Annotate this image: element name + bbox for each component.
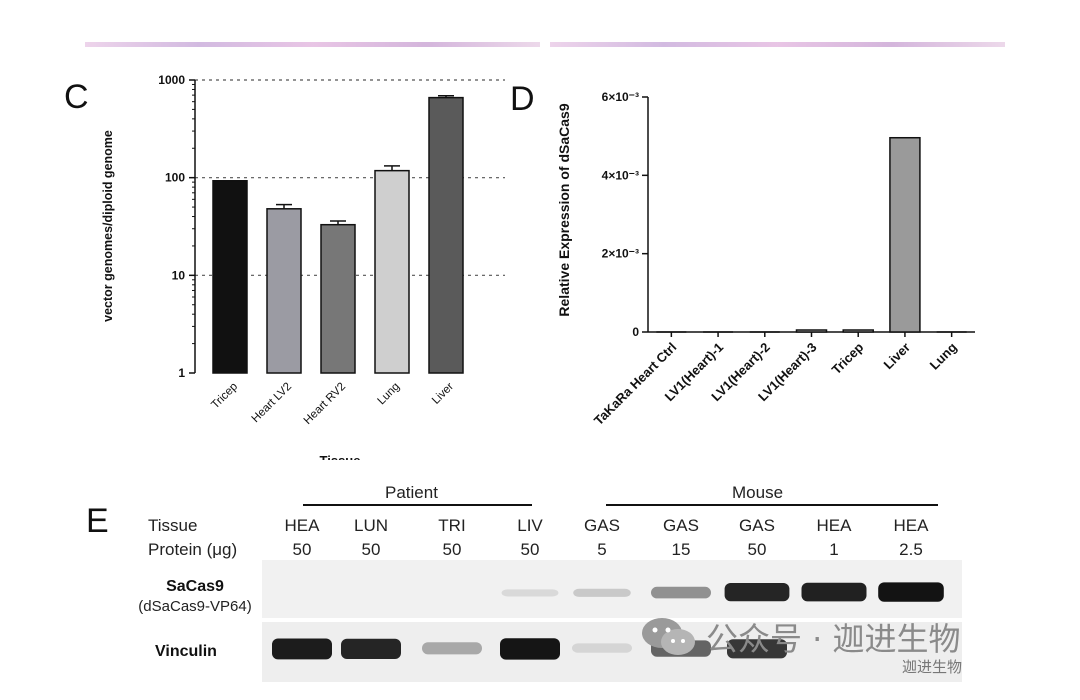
bar-heart-rv2 xyxy=(320,223,356,374)
y-axis-label: Relative Expression of dSaCas9 xyxy=(556,103,572,316)
lane-protein-label: 50 xyxy=(361,540,381,559)
x-tick-label: Heart LV2 xyxy=(250,381,295,426)
group-label-mouse: Mouse xyxy=(732,483,784,502)
band-label-vinculin: Vinculin xyxy=(155,643,217,660)
band-vinculin xyxy=(272,638,332,660)
x-tick-label: Heart RV2 xyxy=(302,381,348,427)
bar-lv1-heart-3 xyxy=(795,329,828,333)
chart-d-relative-expression: 0 2×10⁻³ 4×10⁻³ 6×10⁻³ Relative Expression o… xyxy=(556,90,975,429)
watermark-text: 公众号 · 迦进生物 xyxy=(706,620,961,658)
band-sacas9 xyxy=(878,582,944,602)
watermark-small-text: 迦进生物 xyxy=(902,658,963,676)
lane-tissue-label: HEA xyxy=(816,516,852,535)
lane-protein-label: 1 xyxy=(829,540,839,559)
band-vinculin xyxy=(500,638,560,660)
lane-protein-label: 50 xyxy=(747,540,767,559)
y-tick-label: 6×10⁻³ xyxy=(602,90,639,104)
lane-protein-label: 5 xyxy=(597,540,607,559)
band-vinculin xyxy=(727,639,787,659)
lane-protein-label: 50 xyxy=(442,540,462,559)
band-sacas9 xyxy=(573,588,631,597)
x-tick-label: Lung xyxy=(927,339,960,372)
lane-tissue-label: GAS xyxy=(663,516,699,535)
lane-tissue-label: GAS xyxy=(584,516,620,535)
band-vinculin xyxy=(422,642,482,655)
lane-protein-label: 15 xyxy=(671,540,691,559)
group-label-patient: Patient xyxy=(385,483,438,502)
band-sacas9 xyxy=(651,586,711,599)
lane-protein-label: 50 xyxy=(292,540,312,559)
band-name-sacas9: SaCas9 xyxy=(166,578,224,595)
bar-tricep xyxy=(842,329,874,333)
y-tick-label: 1 xyxy=(178,366,185,380)
lane-tissue-label: HEA xyxy=(893,516,929,535)
lane-tissue-label: HEA xyxy=(284,516,320,535)
lane-tissue-label: LUN xyxy=(353,516,388,535)
bar-liver xyxy=(428,96,464,374)
y-tick-label: 4×10⁻³ xyxy=(602,168,639,182)
band-vinculin xyxy=(341,638,401,660)
x-tick-label: Lung xyxy=(376,381,403,408)
watermark: 公众号 · 迦进生物 迦进生物 xyxy=(640,612,1060,682)
panel-label-c: C xyxy=(64,78,89,116)
band-vinculin xyxy=(572,643,632,653)
lane-tissue-label: GAS xyxy=(739,516,775,535)
band-sacas9 xyxy=(801,582,867,602)
band-subtitle-sacas9: (dSaCas9-VP64) xyxy=(138,598,252,615)
band-sacas9 xyxy=(501,589,559,597)
chart-c-vector-genomes: 1 10 100 1000 vector genomes/diploid genome T… xyxy=(101,73,505,460)
row-label-tissue: Tissue xyxy=(148,516,198,535)
lane-protein-label: 2.5 xyxy=(899,540,923,559)
blot-group-brackets xyxy=(303,504,938,506)
x-tick-label: Tricep xyxy=(209,381,240,412)
x-tick-label: TaKaRa Heart Ctrl xyxy=(591,340,680,429)
band-label-sacas9: SaCas9 (dSaCas9-VP64) xyxy=(120,578,270,615)
top-image-strip xyxy=(85,42,1005,47)
bar-lung xyxy=(374,169,410,374)
y-tick-label: 1000 xyxy=(158,73,185,87)
band-sacas9 xyxy=(724,582,790,602)
lane-tissue-label: LIV xyxy=(517,516,543,535)
western-blot-panel: Patient Mouse Tissue Protein (μg) HEA 50 L… xyxy=(0,478,1080,694)
blot-image xyxy=(262,560,962,682)
bar-tricep xyxy=(212,179,248,374)
lane-protein-label: 50 xyxy=(520,540,540,559)
y-axis-label: vector genomes/diploid genome xyxy=(101,130,115,322)
panel-label-e: E xyxy=(86,502,109,540)
x-tick-label: Tricep xyxy=(829,339,867,377)
lane-tissue-label: TRI xyxy=(438,516,466,535)
bar-liver xyxy=(889,136,921,333)
row-label-protein: Protein (μg) xyxy=(148,540,238,559)
panel-label-d: D xyxy=(510,80,535,118)
x-tick-label: Liver xyxy=(880,340,913,373)
y-tick-label: 100 xyxy=(165,171,185,185)
bar-heart-lv2 xyxy=(266,208,302,374)
wechat-icon xyxy=(642,618,695,655)
y-tick-label: 0 xyxy=(632,325,639,339)
y-tick-label: 10 xyxy=(172,268,186,282)
y-tick-label: 2×10⁻³ xyxy=(602,247,639,261)
x-tick-label: Liver xyxy=(430,381,456,407)
x-axis-label: Tissue xyxy=(320,453,361,460)
